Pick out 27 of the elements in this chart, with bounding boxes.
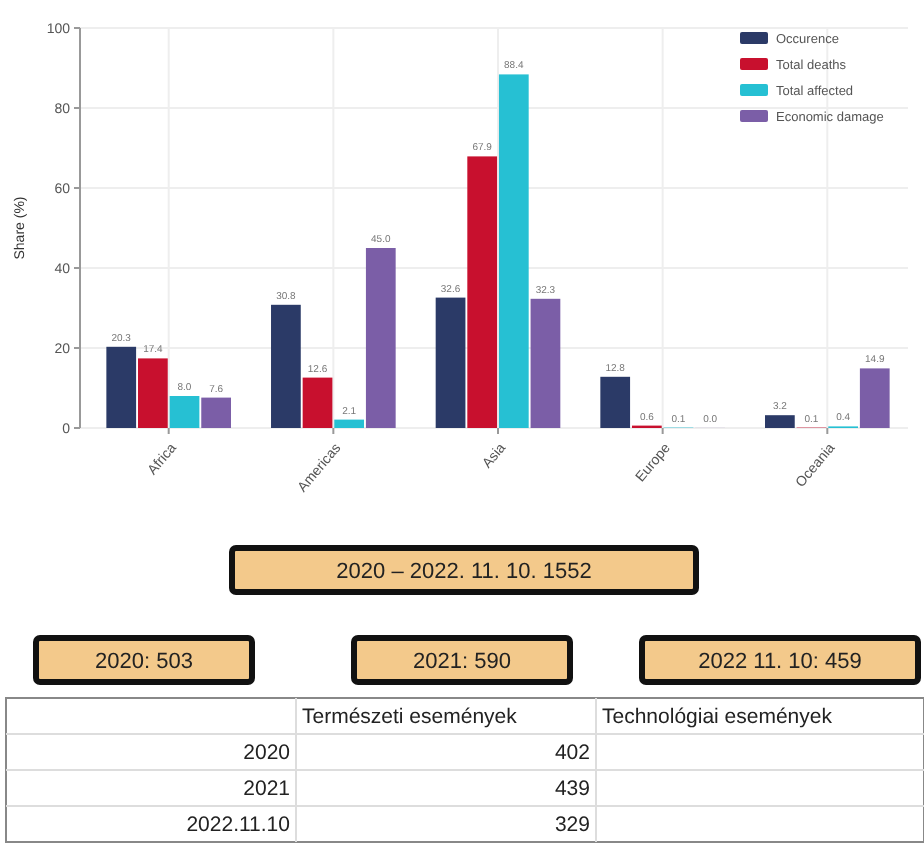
bar: [334, 419, 365, 428]
bar: [106, 346, 137, 428]
category-label: 2020: [243, 741, 291, 766]
category-label: 2022.11.10: [186, 813, 291, 838]
bar: [859, 368, 890, 428]
bar: [530, 298, 561, 428]
text: 2022 11. 10: 459: [698, 649, 862, 674]
bar: [271, 304, 301, 428]
bar: [302, 377, 333, 428]
bar: [467, 156, 498, 428]
bar: [498, 74, 529, 428]
bar: [365, 248, 396, 428]
series-label: Természeti események: [302, 705, 519, 730]
text: Technológiai események: [602, 705, 834, 730]
bar: [169, 396, 200, 428]
text: 2021: 590: [413, 649, 511, 674]
bar: [201, 397, 231, 428]
data-label: 439: [554, 777, 591, 802]
bar: [138, 358, 168, 428]
data-label: 402: [554, 741, 591, 766]
category-label: 2021: [243, 777, 291, 802]
text: 2020 – 2022. 11. 10. 1552: [336, 559, 592, 584]
text: 2020: 503: [95, 649, 193, 674]
data-label: 329: [554, 813, 591, 838]
bar: [600, 376, 631, 428]
bar: [765, 415, 795, 428]
bar: [435, 297, 466, 428]
